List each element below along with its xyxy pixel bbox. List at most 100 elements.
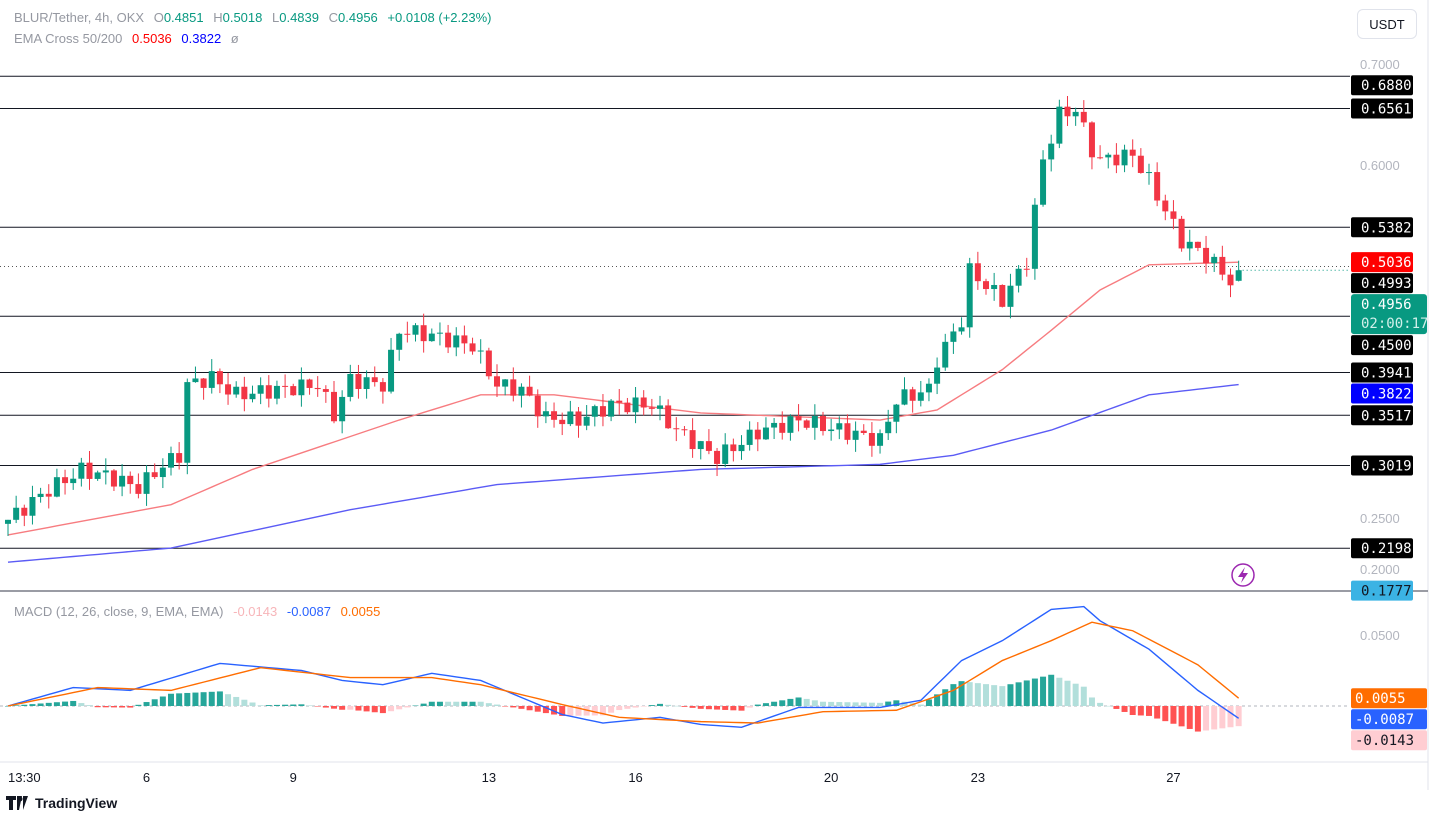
macd-histogram-bar bbox=[1072, 683, 1079, 706]
candle-body bbox=[1105, 154, 1112, 158]
price-label: 0.1777 bbox=[1361, 584, 1412, 600]
candle-body bbox=[70, 478, 77, 484]
candle-body bbox=[1040, 159, 1047, 205]
macd-histogram-bar bbox=[1031, 678, 1038, 706]
candle-body bbox=[86, 462, 93, 479]
macd-histogram-bar bbox=[477, 701, 484, 706]
time-tick-label: 20 bbox=[824, 770, 838, 785]
candle-body bbox=[184, 382, 191, 463]
candle-body bbox=[225, 384, 232, 395]
macd-histogram-bar bbox=[135, 704, 142, 706]
ema50-value: 0.5036 bbox=[132, 31, 172, 46]
macd-histogram-bar bbox=[396, 706, 403, 710]
ema50-line bbox=[7, 261, 1239, 536]
macd-histogram-bar bbox=[151, 699, 158, 706]
candle-body bbox=[1031, 204, 1038, 269]
macd-histogram-bar bbox=[1080, 686, 1087, 706]
price-label-bg bbox=[1351, 405, 1413, 426]
candle-body bbox=[616, 400, 623, 403]
macd-histogram-bar bbox=[868, 702, 875, 706]
candle-body bbox=[852, 430, 859, 440]
macd-histogram-bar bbox=[1146, 706, 1152, 716]
macd-histogram-bar bbox=[241, 699, 248, 706]
macd-histogram-bar bbox=[795, 697, 802, 706]
candle-body bbox=[705, 441, 712, 451]
macd-histogram-bar bbox=[534, 706, 541, 712]
macd-histogram-bar bbox=[632, 706, 639, 708]
macd-histogram-bar bbox=[673, 705, 680, 707]
lightning-icon[interactable] bbox=[1231, 563, 1255, 587]
currency-button[interactable]: USDT bbox=[1357, 9, 1417, 39]
macd-histogram-bar bbox=[428, 701, 435, 706]
candle-body bbox=[893, 404, 900, 422]
macd-histogram-bar bbox=[339, 706, 346, 710]
macd-histogram-bar bbox=[779, 700, 786, 706]
candle-body bbox=[877, 433, 884, 446]
candle-body bbox=[216, 371, 223, 385]
candle-body bbox=[885, 421, 892, 434]
macd-histogram-bar bbox=[94, 706, 101, 708]
macd-histogram-bar bbox=[1203, 706, 1210, 731]
macd-legend[interactable]: MACD (12, 26, close, 9, EMA, EMA) -0.014… bbox=[14, 604, 386, 619]
macd-histogram-bar bbox=[184, 692, 191, 706]
candle-body bbox=[1129, 149, 1136, 156]
macd-histogram-bar bbox=[436, 701, 443, 706]
countdown-label: 02:00:17 bbox=[1361, 316, 1428, 332]
candle-body bbox=[1056, 106, 1063, 144]
tradingview-logo[interactable]: TradingView bbox=[6, 795, 117, 811]
macd-histogram-bar bbox=[322, 706, 329, 708]
candle-body bbox=[714, 450, 721, 464]
time-tick-label: 9 bbox=[290, 770, 297, 785]
macd-histogram-bar bbox=[1235, 706, 1242, 727]
candle-body bbox=[159, 467, 166, 478]
candle-body bbox=[445, 332, 452, 348]
price-label-bg bbox=[1351, 383, 1413, 404]
macd-histogram-bar bbox=[893, 700, 900, 706]
macd-histogram-bar bbox=[249, 702, 256, 706]
candle-body bbox=[339, 396, 346, 422]
macd-histogram-bar bbox=[1219, 706, 1226, 729]
candle-body bbox=[673, 428, 680, 430]
candle-body bbox=[13, 507, 20, 520]
candle-body bbox=[722, 444, 729, 464]
candle-body bbox=[999, 284, 1006, 307]
candle-body bbox=[436, 332, 443, 334]
candle-body bbox=[526, 386, 533, 396]
candle-body bbox=[298, 379, 305, 396]
macd-histogram-bar bbox=[102, 706, 109, 708]
candle-body bbox=[697, 441, 704, 450]
macd-histogram-bar bbox=[999, 686, 1006, 706]
candle-body bbox=[45, 493, 52, 497]
macd-histogram-bar bbox=[640, 706, 647, 707]
macd-histogram-bar bbox=[934, 694, 941, 706]
time-tick-label: 27 bbox=[1166, 770, 1180, 785]
close-value: 0.4956 bbox=[338, 10, 378, 25]
candle-body bbox=[1154, 172, 1161, 201]
ema-legend[interactable]: EMA Cross 50/200 0.5036 0.3822 ø bbox=[14, 31, 245, 46]
macd-histogram-bar bbox=[1211, 706, 1218, 730]
candle-body bbox=[314, 387, 321, 390]
candle-body bbox=[795, 416, 802, 421]
macd-histogram-bar bbox=[110, 706, 117, 708]
macd-histogram-bar bbox=[257, 705, 264, 706]
macd-histogram-bar bbox=[192, 692, 199, 706]
macd-histogram-bar bbox=[860, 702, 867, 706]
candle-body bbox=[934, 367, 941, 384]
macd-histogram-bar bbox=[551, 706, 558, 715]
macd-histogram-bar bbox=[925, 699, 932, 706]
macd-histogram-bar bbox=[616, 706, 623, 711]
macd-histogram-bar bbox=[624, 706, 631, 709]
macd-histogram-bar bbox=[1129, 706, 1136, 715]
macd-histogram-bar bbox=[1194, 706, 1201, 732]
macd-histogram-bar bbox=[62, 701, 69, 706]
time-tick-label: 13 bbox=[482, 770, 496, 785]
candle-body bbox=[803, 420, 810, 428]
macd-histogram-bar bbox=[159, 696, 166, 706]
macd-histogram-bar bbox=[681, 706, 688, 707]
candle-body bbox=[192, 378, 199, 383]
candle-body bbox=[983, 281, 989, 290]
macd-histogram-bar bbox=[836, 702, 843, 706]
macd-histogram-bar bbox=[974, 683, 981, 706]
candle-body bbox=[322, 389, 329, 392]
